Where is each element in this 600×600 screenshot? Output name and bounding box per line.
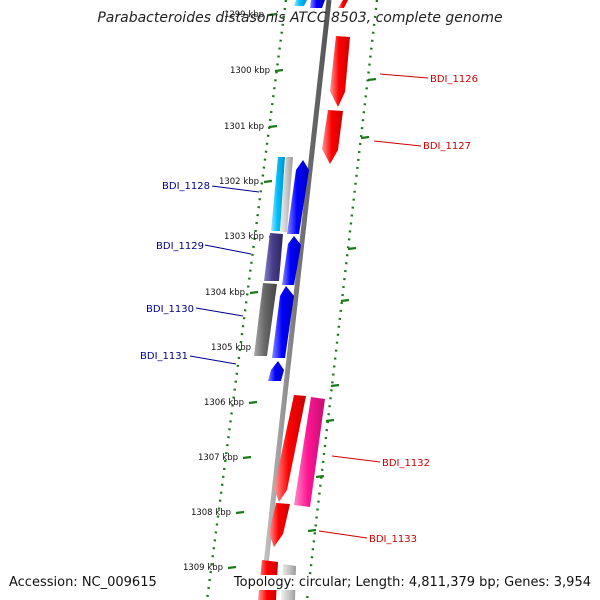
label-leader-line [211, 185, 260, 193]
scale-tick-label: 1306 kbp [204, 398, 244, 408]
scale-tick-label: 1308 kbp [191, 508, 231, 518]
scale-tick-label: 1299 kbp [224, 10, 264, 20]
gene-labels: BDI_1128 BDI_1129 BDI_1130 BDI_1131 BDI_1126… [140, 74, 478, 545]
gene-label[interactable]: BDI_1126 [430, 74, 478, 85]
scale-tick-label: 1302 kbp [219, 177, 259, 187]
scale-tick [263, 179, 273, 184]
scale-tick-label: 1309 kbp [183, 563, 223, 573]
cds-bdi-1130 [254, 283, 277, 356]
outer-tick [330, 383, 340, 388]
genome-stats-text: Topology: circular; Length: 4,811,379 bp… [230, 575, 594, 590]
label-leader-line [318, 530, 368, 539]
outer-tick [307, 528, 317, 533]
scale-tick [268, 12, 278, 17]
outer-tick [367, 77, 377, 82]
cds-bdi-1129 [264, 233, 283, 281]
cds-bdi-1126 [330, 36, 350, 107]
label-leader-line [379, 73, 429, 79]
gene-label[interactable]: BDI_1127 [423, 141, 471, 152]
scale-tick [242, 455, 252, 460]
cds-cyan-top [294, 0, 307, 6]
gene-label[interactable]: BDI_1133 [369, 534, 417, 545]
cds-bdi-1133 [269, 503, 290, 547]
gene-label[interactable]: BDI_1130 [146, 304, 194, 315]
gene-label[interactable]: BDI_1132 [382, 458, 430, 469]
genome-backbone [259, 0, 332, 600]
cds-bdi-1128-silver [280, 157, 293, 232]
scale-ticks: 1299 kbp 1300 kbp 1301 kbp 1302 kbp 1303 kbp… [183, 10, 377, 573]
scale-tick [268, 124, 278, 129]
outer-tick [347, 246, 357, 251]
outer-tick [315, 474, 325, 479]
gene-label[interactable]: BDI_1128 [162, 181, 210, 192]
label-leader-lines [189, 73, 429, 539]
outer-tick [360, 135, 370, 140]
label-leader-line [331, 455, 381, 463]
label-leader-line [204, 244, 252, 255]
gene-label[interactable]: BDI_1131 [140, 351, 188, 362]
label-leader-line [373, 140, 422, 147]
cds-bdi-1131 [268, 361, 284, 381]
label-leader-line [189, 355, 237, 365]
cds-bdi-1127 [322, 110, 343, 164]
outer-tick [325, 418, 335, 423]
cds-bdi-1132-b [294, 397, 325, 507]
cds-blue-3 [272, 286, 294, 358]
scale-tick-label: 1303 kbp [224, 232, 264, 242]
scale-tick [274, 68, 284, 73]
cds-blue-2 [282, 236, 301, 285]
cds-bdi-1132-a [274, 395, 306, 502]
scale-tick [249, 290, 259, 295]
inner-dotted-guide-line [205, 0, 288, 600]
label-leader-line [195, 307, 244, 317]
scale-tick-label: 1305 kbp [211, 343, 251, 353]
scale-tick [227, 565, 237, 570]
page-title: Parabacteroides distasonis ATCC 8503, co… [97, 10, 503, 26]
gene-label[interactable]: BDI_1129 [156, 241, 204, 252]
accession-text: Accession: NC_009615 [6, 575, 160, 590]
scale-tick-label: 1304 kbp [205, 288, 245, 298]
cds-blue-top [310, 0, 325, 8]
scale-tick-label: 1307 kbp [198, 453, 238, 463]
cds-blue-1 [287, 160, 309, 234]
scale-tick-label: 1300 kbp [230, 66, 270, 76]
cds-features [254, 0, 350, 600]
cds-bdi-1128-cyan [271, 157, 285, 231]
scale-tick-label: 1301 kbp [224, 122, 264, 132]
scale-tick [235, 510, 245, 515]
cds-red-top [338, 0, 348, 8]
scale-tick [248, 400, 258, 405]
outer-tick [340, 298, 350, 303]
